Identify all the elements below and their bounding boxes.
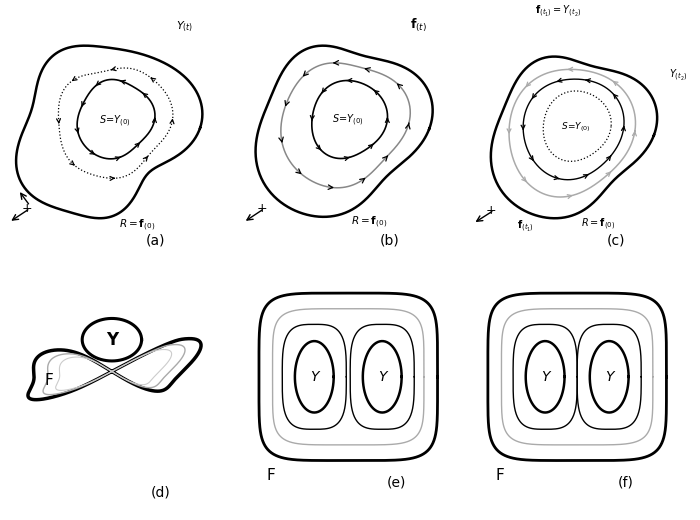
Text: (c): (c): [607, 233, 625, 248]
Text: Y: Y: [106, 331, 118, 349]
Text: $Y_{(t)}$: $Y_{(t)}$: [176, 20, 193, 34]
Text: (e): (e): [387, 475, 407, 489]
Text: F: F: [44, 372, 53, 387]
Text: F: F: [266, 467, 275, 483]
Text: +: +: [22, 202, 33, 215]
Text: $Y_{(t_2)}$: $Y_{(t_2)}$: [669, 67, 687, 83]
Text: F: F: [495, 467, 504, 483]
Text: $\mathbf{f}_{(t)}$: $\mathbf{f}_{(t)}$: [410, 17, 428, 34]
Text: $S\!=\!Y_{(0)}$: $S\!=\!Y_{(0)}$: [332, 112, 364, 128]
Text: +: +: [485, 203, 496, 216]
Text: $S\!=\!Y_{(0)}$: $S\!=\!Y_{(0)}$: [99, 113, 131, 129]
Text: Y: Y: [605, 370, 613, 384]
Text: Y: Y: [310, 370, 319, 384]
Text: $\mathbf{f}_{(t_1)}$: $\mathbf{f}_{(t_1)}$: [517, 218, 534, 234]
Text: $R = \mathbf{f}_{(0)}$: $R = \mathbf{f}_{(0)}$: [581, 216, 615, 232]
Text: $\mathbf{f}_{(t_1)} = Y_{(t_2)}$: $\mathbf{f}_{(t_1)} = Y_{(t_2)}$: [536, 3, 582, 19]
Text: $S\!=\!Y_{(0)}$: $S\!=\!Y_{(0)}$: [561, 120, 591, 134]
Text: $R = \mathbf{f}_{(0)}$: $R = \mathbf{f}_{(0)}$: [351, 215, 388, 230]
Text: $R = \mathbf{f}_{(0)}$: $R = \mathbf{f}_{(0)}$: [119, 218, 155, 233]
Text: (b): (b): [380, 233, 400, 247]
Text: Y: Y: [378, 370, 386, 384]
Text: Y: Y: [541, 370, 550, 384]
Text: (a): (a): [146, 233, 165, 247]
Text: (f): (f): [617, 475, 634, 489]
Text: +: +: [257, 202, 267, 215]
Text: (d): (d): [150, 486, 170, 500]
